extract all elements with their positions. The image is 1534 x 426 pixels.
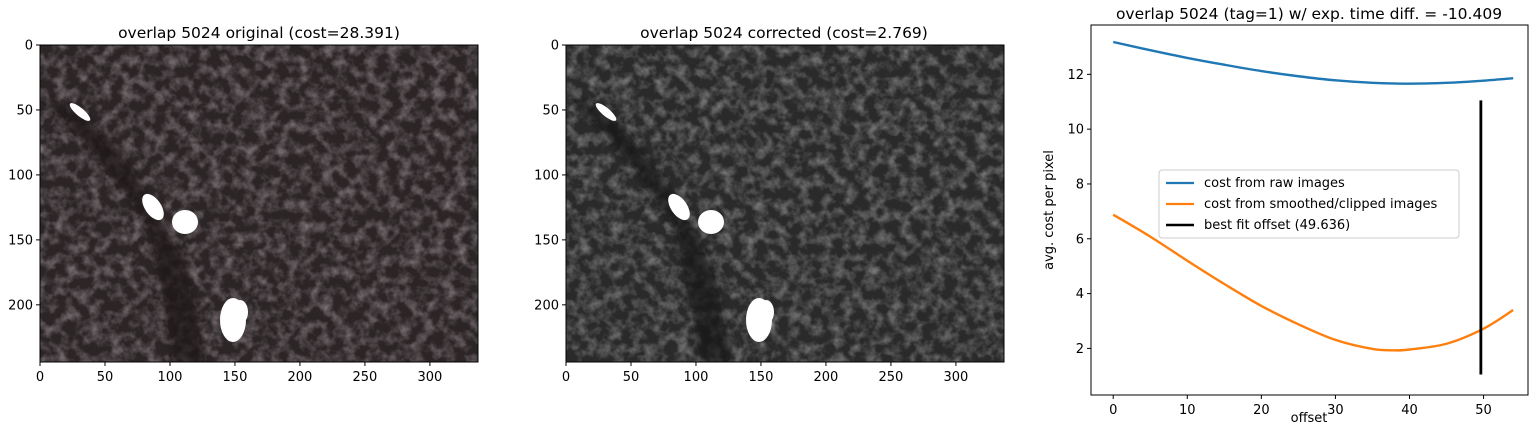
cost-x-tick-label: 20 — [1253, 403, 1270, 418]
corrected-x-tick-label: 250 — [879, 370, 904, 385]
cost-x-tick-label: 30 — [1327, 403, 1344, 418]
cost-x-tick-label: 50 — [1475, 403, 1492, 418]
series-raw-line — [1112, 40, 1514, 85]
legend-label-raw: cost from raw images — [1204, 176, 1345, 191]
corrected-y-tick-label: 150 — [534, 233, 559, 248]
legend-label-best-fit: best fit offset (49.636) — [1204, 218, 1350, 233]
panel-corrected-axes: 0 50 100 150 200 250 300 0 50 100 150 200 — [534, 39, 968, 386]
corrected-x-tick-label: 150 — [749, 370, 774, 385]
original-y-tick-label: 50 — [16, 103, 33, 118]
corrected-y-tick-label: 0 — [551, 39, 559, 54]
cost-x-tick-label: 40 — [1401, 403, 1418, 418]
original-y-tick-label: 0 — [25, 39, 33, 54]
cost-y-tick-label: 4 — [1076, 287, 1084, 302]
cost-y-tick-label: 8 — [1076, 177, 1084, 192]
corrected-y-tick-label: 200 — [534, 298, 559, 313]
panel-original-title: overlap 5024 original (cost=28.391) — [118, 24, 400, 42]
original-x-tick-label: 250 — [353, 370, 378, 385]
corrected-x-tick-label: 50 — [623, 370, 640, 385]
cost-x-tick-label: 0 — [1109, 403, 1117, 418]
panel-cost-plot: overlap 5024 (tag=1) w/ exp. time diff. … — [1042, 5, 1529, 426]
original-y-tick-label: 100 — [8, 168, 33, 183]
corrected-y-tick-label: 50 — [542, 103, 559, 118]
original-x-tick-label: 50 — [97, 370, 114, 385]
corrected-x-tick-label: 300 — [943, 370, 968, 385]
cost-y-tick-label: 2 — [1076, 342, 1084, 357]
corrected-x-tick-label: 100 — [684, 370, 709, 385]
original-x-tick-label: 0 — [36, 370, 44, 385]
series-smoothed-line — [1112, 213, 1514, 352]
corrected-x-tick-label: 0 — [562, 370, 570, 385]
original-x-tick-label: 150 — [223, 370, 248, 385]
cost-plot-series — [1112, 40, 1514, 375]
corrected-y-tick-label: 100 — [534, 168, 559, 183]
corrected-x-tick-label: 200 — [814, 370, 839, 385]
cost-y-tick-label: 10 — [1067, 123, 1084, 138]
original-y-tick-label: 200 — [8, 298, 33, 313]
cost-x-tick-label: 10 — [1179, 403, 1196, 418]
panel-original: overlap 5024 original (cost=28.391) 0 50 1… — [8, 24, 479, 386]
corrected-image — [566, 45, 1004, 362]
panel-original-axes: 0 50 100 150 200 250 300 0 50 100 150 200 — [8, 39, 442, 386]
original-y-tick-label: 150 — [8, 233, 33, 248]
y-axis-label: avg. cost per pixel — [1042, 150, 1057, 270]
cost-plot-axes: 0 10 20 30 40 50 2 4 6 8 10 12 — [1067, 68, 1491, 418]
panel-corrected-title: overlap 5024 corrected (cost=2.769) — [640, 24, 928, 42]
legend: cost from raw images cost from smoothed/… — [1158, 169, 1460, 239]
x-axis-label: offset — [1291, 411, 1328, 426]
original-x-tick-label: 300 — [417, 370, 442, 385]
legend-label-smoothed: cost from smoothed/clipped images — [1204, 197, 1438, 212]
original-image — [40, 45, 478, 362]
cost-y-tick-label: 6 — [1076, 232, 1084, 247]
original-x-tick-label: 100 — [158, 370, 183, 385]
original-x-tick-label: 200 — [288, 370, 313, 385]
cost-y-tick-label: 12 — [1067, 68, 1084, 83]
cost-plot-title: overlap 5024 (tag=1) w/ exp. time diff. … — [1116, 5, 1502, 23]
panel-corrected: overlap 5024 corrected (cost=2.769) 0 50 1… — [534, 24, 1005, 386]
